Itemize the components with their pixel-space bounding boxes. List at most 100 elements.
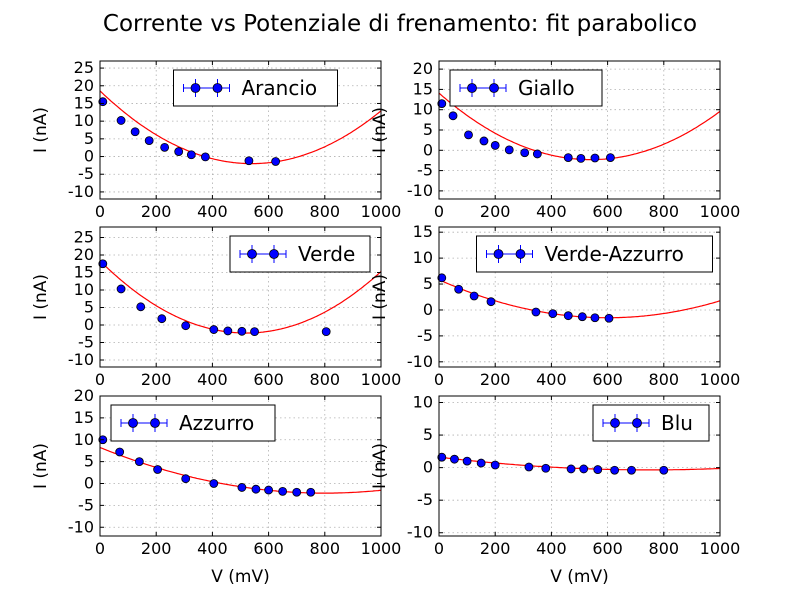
legend: Azzurro (110, 404, 276, 442)
x-axis-label: V (mV) (211, 567, 270, 587)
data-point-4 (181, 321, 191, 331)
data-point-0 (437, 99, 447, 109)
y-tick-label: 5 (423, 274, 433, 293)
x-tick-label: 200 (141, 202, 172, 221)
y-tick-label: -10 (68, 517, 94, 536)
x-tick-label: 1000 (700, 370, 741, 389)
data-point-2 (136, 302, 146, 312)
legend: Blu (592, 404, 710, 442)
x-tick-label: 800 (649, 202, 680, 221)
data-point-7 (577, 312, 587, 322)
data-point-10 (292, 487, 302, 497)
data-point-6 (541, 463, 551, 473)
y-tick-label: 10 (74, 430, 94, 449)
y-tick-label: -5 (78, 164, 94, 183)
data-point-11 (606, 153, 615, 163)
data-point-6 (237, 483, 247, 492)
data-point-1 (450, 454, 459, 464)
axes-frame (99, 395, 382, 537)
y-tick-label: 0 (423, 458, 433, 477)
data-point-4 (490, 141, 500, 150)
x-tick-label: 200 (480, 370, 511, 389)
data-point-2 (464, 130, 473, 140)
y-tick-label: -10 (407, 352, 433, 371)
x-tick-label: 400 (536, 539, 567, 558)
y-tick-label: 20 (413, 59, 433, 78)
y-tick-label: 10 (413, 100, 433, 119)
data-point-11 (306, 487, 316, 497)
data-point-8 (579, 464, 589, 474)
y-tick-label: 10 (74, 280, 94, 299)
data-point-0 (98, 259, 108, 269)
x-tick-label: 1000 (361, 202, 402, 221)
data-point-3 (153, 465, 163, 474)
y-tick-label: 0 (84, 147, 94, 166)
data-point-4 (181, 474, 191, 484)
y-tick-label: -10 (407, 181, 433, 200)
x-tick-label: 200 (141, 539, 172, 558)
data-point-0 (437, 273, 447, 283)
data-point-5 (209, 325, 219, 334)
y-tick-label: -5 (417, 490, 433, 509)
y-tick-label: 25 (74, 58, 94, 77)
y-tick-label: 10 (413, 393, 433, 412)
y-tick-label: 20 (74, 245, 94, 264)
legend-marker-0 (493, 249, 504, 259)
legend-handle (120, 414, 168, 432)
legend-label: Verde-Azzurro (545, 242, 684, 266)
legend-handle (239, 245, 287, 263)
data-point-3 (476, 458, 486, 468)
y-tick-label: 15 (413, 79, 433, 98)
data-point-3 (479, 136, 489, 146)
x-tick-label: 400 (197, 539, 228, 558)
x-tick-label: 400 (197, 202, 228, 221)
y-tick-label: 10 (74, 111, 94, 130)
data-point-4 (160, 142, 170, 152)
y-axis-label: I (nA) (370, 443, 390, 489)
data-point-5 (174, 147, 184, 156)
data-point-1 (115, 447, 125, 457)
data-point-1 (448, 111, 458, 121)
legend-marker-1 (212, 83, 223, 93)
data-point-9 (278, 486, 288, 496)
x-tick-label: 1000 (700, 202, 741, 221)
legend-marker-1 (632, 418, 642, 428)
data-point-8 (250, 327, 259, 337)
y-axis-label: I (nA) (31, 443, 51, 489)
x-tick-label: 0 (95, 539, 105, 558)
data-point-8 (264, 485, 274, 495)
legend-label: Verde (298, 242, 355, 266)
legend-handle (183, 79, 230, 97)
x-tick-label: 0 (434, 370, 444, 389)
y-tick-label: -10 (407, 523, 433, 542)
data-point-7 (200, 152, 210, 162)
data-point-9 (576, 154, 586, 163)
legend-label: Blu (661, 411, 693, 435)
y-tick-label: -5 (78, 333, 94, 352)
data-point-6 (186, 150, 196, 160)
x-tick-label: 0 (434, 202, 444, 221)
axes-frame (438, 395, 721, 537)
x-tick-label: 600 (253, 370, 284, 389)
data-point-1 (116, 116, 126, 125)
data-point-9 (321, 327, 331, 337)
data-point-8 (563, 153, 573, 163)
y-tick-label: 15 (74, 408, 94, 427)
data-point-2 (469, 291, 479, 301)
y-tick-label: 15 (74, 93, 94, 112)
subplot-4: 0 200 400 600 800 1000 -10 -5 0 5 10 15 I (nA) Verde-… (370, 222, 740, 389)
legend-marker-1 (269, 249, 279, 259)
axes-frame (438, 226, 721, 368)
fit-curve (100, 90, 381, 165)
y-tick-label: -5 (78, 495, 94, 514)
y-tick-label: 0 (423, 140, 433, 159)
y-tick-label: 25 (74, 228, 94, 247)
legend: Verde-Azzurro (476, 235, 713, 273)
y-axis-label: I (nA) (370, 107, 390, 153)
legend: Giallo (449, 69, 603, 107)
data-point-9 (604, 313, 614, 323)
y-tick-label: 15 (74, 263, 94, 282)
data-point-2 (130, 127, 140, 137)
